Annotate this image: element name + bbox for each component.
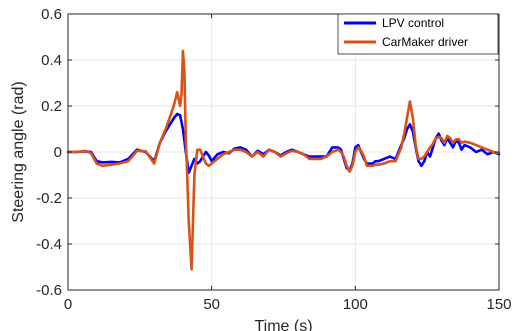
x-tick-label: 0 [64, 296, 72, 313]
y-tick-label: -0.2 [36, 190, 62, 207]
x-tick-label: 150 [486, 296, 511, 313]
y-axis-title: Steering angle (rad) [10, 81, 27, 222]
plot-series [66, 49, 501, 271]
y-tick-label: 0.4 [41, 52, 62, 69]
x-tick-label: 100 [343, 296, 368, 313]
axis-ticks: 0 50 100 150 0.6 0.4 0.2 0 -0.2 -0.4 -0.6 [36, 6, 511, 313]
series-line-carmaker-driver [66, 49, 501, 271]
x-tick-label: 50 [203, 296, 220, 313]
y-tick-label: 0 [54, 144, 62, 161]
y-tick-label: 0.2 [41, 98, 62, 115]
x-axis-title: Time (s) [254, 318, 312, 331]
y-tick-label: 0.6 [41, 6, 62, 23]
legend-box [337, 13, 499, 55]
legend-label-lpv-control: LPV control [382, 16, 444, 30]
legend: LPV control CarMaker driver [337, 13, 499, 55]
y-tick-label: -0.4 [36, 236, 62, 253]
y-tick-label: -0.6 [36, 282, 62, 299]
legend-label-carmaker-driver: CarMaker driver [382, 35, 468, 49]
